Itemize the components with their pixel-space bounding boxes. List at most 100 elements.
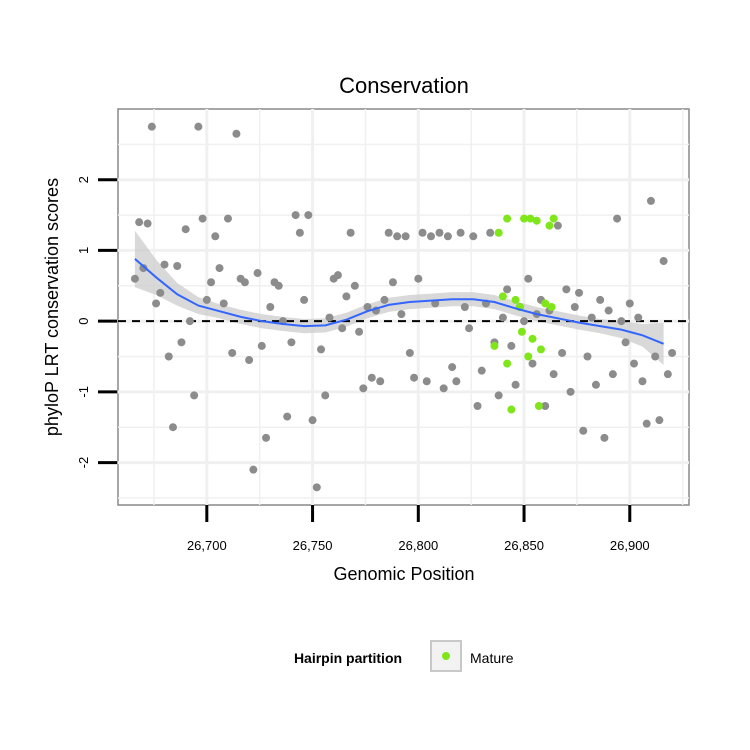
background-point <box>257 341 266 350</box>
background-point <box>283 412 292 421</box>
background-point <box>177 338 186 347</box>
x-axis-label: Genomic Position <box>333 564 474 584</box>
background-point <box>511 380 520 389</box>
background-point <box>452 377 461 386</box>
background-point <box>130 274 139 283</box>
background-point <box>562 285 571 294</box>
background-point <box>448 363 457 372</box>
background-point <box>376 377 385 386</box>
background-point <box>414 274 423 283</box>
x-tick-label: 26,850 <box>504 538 544 553</box>
background-point <box>443 232 452 241</box>
background-point <box>456 228 465 237</box>
x-tick-label: 26,750 <box>293 538 333 553</box>
background-point <box>558 348 567 357</box>
background-point <box>147 122 156 131</box>
x-axis: 26,700 26,750 26,800 26,850 26,900 <box>187 505 650 553</box>
legend-title: Hairpin partition <box>294 650 402 666</box>
legend: Hairpin partition Mature <box>294 640 514 672</box>
background-point <box>152 299 161 308</box>
y-axis-label: phyloP LRT conservation scores <box>42 178 62 436</box>
background-point <box>668 348 677 357</box>
smooth-line <box>134 258 664 345</box>
background-point <box>465 324 474 333</box>
y-tick-label: 2 <box>76 176 91 183</box>
background-point <box>215 264 224 273</box>
background-point <box>591 380 600 389</box>
background-point <box>342 292 351 301</box>
background-point <box>194 122 203 131</box>
mature-point <box>490 341 499 350</box>
background-point <box>405 348 414 357</box>
background-point <box>160 260 169 269</box>
y-tick-label: -1 <box>76 386 91 398</box>
mature-point <box>524 352 533 361</box>
background-point <box>384 228 393 237</box>
mature-point <box>520 214 529 223</box>
background-point <box>380 295 389 304</box>
legend-entry-mature: Mature <box>470 650 514 666</box>
background-point <box>553 221 562 230</box>
y-tick-label: -2 <box>76 457 91 469</box>
background-point <box>617 317 626 326</box>
mature-point <box>498 292 507 301</box>
background-point <box>608 370 617 379</box>
mature-point <box>526 214 535 223</box>
background-point <box>625 299 634 308</box>
background-point <box>228 348 237 357</box>
background-point <box>207 278 216 287</box>
background-point <box>460 303 469 311</box>
background-point <box>520 317 529 326</box>
background-point <box>642 419 651 428</box>
background-point <box>338 324 347 333</box>
background-point <box>549 370 558 379</box>
mature-point <box>549 214 558 223</box>
background-point <box>613 214 622 223</box>
background-point <box>596 295 605 304</box>
background-point <box>317 345 326 354</box>
mature-point <box>503 214 512 223</box>
background-point <box>139 264 148 273</box>
background-point <box>583 352 592 361</box>
background-point <box>253 269 262 278</box>
background-point <box>486 228 495 237</box>
x-tick-label: 26,800 <box>398 538 438 553</box>
x-tick-label: 26,900 <box>610 538 650 553</box>
background-point <box>659 257 668 266</box>
background-point <box>223 214 232 223</box>
mature-point <box>534 402 543 410</box>
background-point <box>469 232 478 241</box>
background-point <box>477 366 486 375</box>
background-point <box>350 281 359 290</box>
y-tick-label: 0 <box>76 318 91 325</box>
background-point <box>604 306 613 315</box>
x-tick-label: 26,700 <box>187 538 227 553</box>
background-point <box>528 359 537 368</box>
background-point <box>638 377 647 386</box>
background-point <box>621 338 630 347</box>
background-point <box>135 218 144 227</box>
background-point <box>333 271 342 280</box>
background-point <box>245 356 254 365</box>
background-point <box>164 352 173 361</box>
background-point <box>240 278 249 287</box>
background-point <box>575 288 584 297</box>
background-point <box>202 295 211 304</box>
background-point <box>262 433 271 442</box>
background-point <box>359 384 368 393</box>
background-point <box>422 377 431 386</box>
background-point <box>663 370 672 379</box>
background-point <box>524 274 533 283</box>
confidence-band <box>134 230 664 365</box>
background-point <box>232 129 241 138</box>
background-point <box>587 313 596 322</box>
background-point <box>634 313 643 322</box>
background-point <box>295 228 304 237</box>
mature-point <box>547 303 556 311</box>
y-tick-label: 1 <box>76 247 91 254</box>
mature-point <box>517 327 526 336</box>
background-point <box>503 285 512 294</box>
background-point <box>156 288 165 297</box>
background-point <box>646 196 655 205</box>
background-point <box>388 278 397 287</box>
